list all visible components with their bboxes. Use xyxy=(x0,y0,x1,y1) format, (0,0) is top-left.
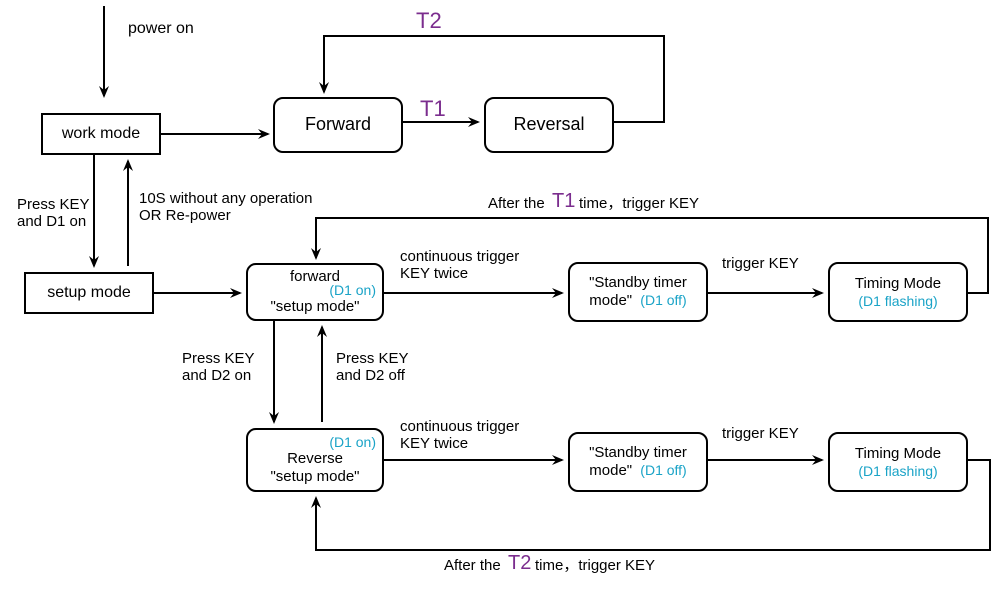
label-cont-trig-1: continuous trigger KEY twice xyxy=(400,248,519,283)
label-press-d2: Press KEY and D2 on xyxy=(182,350,255,385)
flowchart-canvas: work mode Forward Reversal setup mode fo… xyxy=(0,0,1000,609)
node-forward: Forward xyxy=(273,97,403,153)
node-label: work mode xyxy=(62,124,140,143)
node-timing-1: Timing Mode (D1 flashing) xyxy=(828,262,968,322)
node-annot: (D1 off) xyxy=(640,462,686,478)
label-t2: T2 xyxy=(416,8,442,33)
node-reversal: Reversal xyxy=(484,97,614,153)
node-text: "setup mode" xyxy=(270,468,359,485)
node-annot: (D1 on) xyxy=(329,434,376,450)
node-text: Reverse xyxy=(287,450,343,467)
node-reverse-setup: (D1 on) Reverse "setup mode" xyxy=(246,428,384,492)
node-annot: (D1 flashing) xyxy=(858,293,937,309)
label-press-d1: Press KEY and D1 on xyxy=(17,196,90,231)
node-text: "Standby timer xyxy=(589,274,687,291)
node-text: Timing Mode xyxy=(855,275,941,292)
label-after-t1-pre: After the xyxy=(488,195,549,212)
node-text: "Standby timer xyxy=(589,444,687,461)
label-trig-key-1: trigger KEY xyxy=(722,255,799,272)
node-text: "setup mode" xyxy=(270,298,359,315)
node-text: mode" xyxy=(589,292,632,309)
node-label: Reversal xyxy=(513,114,584,136)
label-t1: T1 xyxy=(420,96,446,121)
label-after-t1-t: T1 xyxy=(552,190,575,213)
node-work-mode: work mode xyxy=(41,113,161,155)
node-forward-setup: forward (D1 on) "setup mode" xyxy=(246,263,384,321)
label-power-on: power on xyxy=(128,20,194,38)
label-after-t2-pre: After the xyxy=(444,557,505,574)
node-label: Forward xyxy=(305,114,371,136)
label-after-t1-post: time，trigger KEY xyxy=(579,195,699,212)
node-annot: (D1 on) xyxy=(329,282,376,298)
label-trig-key-2: trigger KEY xyxy=(722,425,799,442)
node-standby-1: "Standby timer mode" (D1 off) xyxy=(568,262,708,322)
node-text: mode" xyxy=(589,462,632,479)
label-after-t2-post: time，trigger KEY xyxy=(535,557,655,574)
node-setup-mode: setup mode xyxy=(24,272,154,314)
node-timing-2: Timing Mode (D1 flashing) xyxy=(828,432,968,492)
node-annot: (D1 off) xyxy=(640,292,686,308)
node-label: setup mode xyxy=(47,283,131,302)
label-ten-s: 10S without any operation OR Re-power xyxy=(139,190,312,225)
label-cont-trig-2: continuous trigger KEY twice xyxy=(400,418,519,453)
node-annot: (D1 flashing) xyxy=(858,463,937,479)
node-standby-2: "Standby timer mode" (D1 off) xyxy=(568,432,708,492)
label-after-t2-t: T2 xyxy=(508,552,531,575)
label-press-d2-off: Press KEY and D2 off xyxy=(336,350,409,385)
node-text: Timing Mode xyxy=(855,445,941,462)
